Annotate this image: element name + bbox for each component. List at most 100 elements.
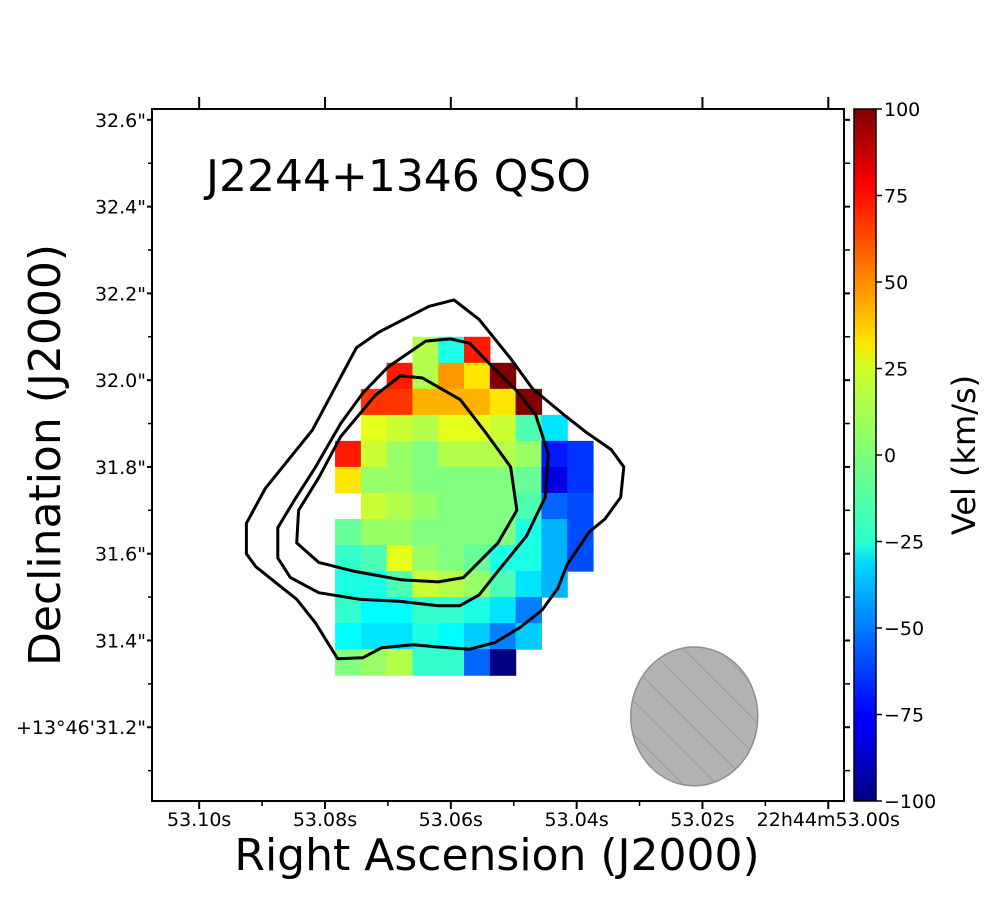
heatmap-cell — [412, 571, 439, 598]
heatmap-cell — [412, 518, 439, 546]
heatmap-cell — [386, 518, 414, 546]
beam-ellipse — [629, 646, 759, 787]
heatmap-cell — [464, 492, 491, 520]
heatmap-cell — [489, 388, 517, 416]
heatmap-cell — [438, 571, 465, 598]
x-tick-label: 22h44m53.00s — [757, 809, 900, 831]
heatmap-cell — [335, 466, 362, 494]
heatmap-cell — [438, 362, 465, 390]
plot-title: J2244+1346 QSO — [203, 151, 591, 202]
heatmap-cell — [412, 440, 439, 468]
heatmap-cell — [438, 649, 465, 676]
y-tick-label: 32.6" — [95, 110, 146, 132]
colorbar-tick-label: 0 — [884, 445, 896, 467]
colorbar-tick-label: 100 — [884, 99, 920, 121]
heatmap-cell — [541, 545, 568, 572]
heatmap-cell — [464, 362, 491, 390]
heatmap-cell — [438, 518, 465, 546]
colorbar-tick-label: −100 — [884, 791, 936, 813]
colorbar-tick-label: 25 — [884, 359, 908, 381]
heatmap-cell — [386, 440, 414, 468]
heatmap-cell — [515, 492, 543, 520]
y-axis-title: Declination (J2000) — [20, 244, 71, 666]
colorbar — [853, 108, 877, 802]
heatmap-cell — [335, 440, 362, 468]
heatmap-cell — [489, 414, 517, 442]
heatmap-cell — [515, 545, 543, 572]
heatmap-cell — [515, 466, 543, 494]
velocity-heatmap — [335, 336, 594, 676]
heatmap-cell — [438, 414, 465, 442]
y-tick-label: 32.4" — [95, 197, 146, 219]
heatmap-cell — [360, 518, 388, 546]
heatmap-cell — [438, 545, 465, 572]
axis-ticks: 53.10s 53.08s 53.06s 53.04s 53.02s 22h44m53.0… — [16, 97, 900, 831]
x-tick-label: 53.04s — [544, 809, 608, 831]
colorbar-ticks: 100 75 50 25 0 −25 −50 −75 −100 — [876, 99, 936, 813]
colorbar-tick-label: −75 — [884, 705, 924, 727]
y-tick-label: 32.2" — [95, 283, 146, 305]
heatmap-cell — [335, 597, 362, 624]
y-tick-label: +13°46'31.2" — [16, 717, 146, 739]
heatmap-cell — [386, 571, 414, 598]
heatmap-cell — [412, 414, 439, 442]
heatmap-cell — [489, 492, 517, 520]
colorbar-tick-label: 75 — [884, 186, 908, 208]
heatmap-cell — [360, 466, 388, 494]
heatmap-cell — [438, 623, 465, 650]
heatmap-cell — [464, 649, 491, 676]
heatmap-cell — [360, 440, 388, 468]
contour-inner — [295, 374, 519, 584]
y-tick-label: 32.0" — [95, 370, 146, 392]
heatmap-cell — [464, 440, 491, 468]
x-tick-label: 53.08s — [293, 809, 357, 831]
heatmap-cell — [438, 440, 465, 468]
heatmap-cell — [386, 492, 414, 520]
heatmap-cell — [335, 518, 362, 546]
contour-outer — [244, 298, 626, 661]
x-tick-label: 53.10s — [167, 809, 231, 831]
colorbar-tick-label: 50 — [884, 272, 908, 294]
heatmap-cell — [515, 440, 543, 468]
heatmap-cell — [412, 649, 439, 676]
heatmap-cell — [567, 492, 594, 520]
heatmap-cell — [567, 466, 594, 494]
heatmap-cell — [412, 492, 439, 520]
heatmap-cell — [360, 492, 388, 520]
heatmap-cell — [360, 623, 388, 650]
y-tick-label: 31.6" — [95, 544, 146, 566]
heatmap-cell — [464, 545, 491, 572]
heatmap-cell — [567, 440, 594, 468]
heatmap-cell — [360, 545, 388, 572]
heatmap-cell — [386, 649, 414, 676]
heatmap-cell — [386, 466, 414, 494]
heatmap-cell — [386, 545, 414, 572]
heatmap-cell — [541, 414, 568, 442]
heatmap-cell — [386, 388, 414, 416]
heatmap-cell — [489, 597, 517, 624]
colorbar-tick-label: −25 — [884, 532, 924, 554]
x-axis-title: Right Ascension (J2000) — [234, 830, 759, 881]
heatmap-cell — [360, 649, 388, 676]
contour-middle — [276, 337, 550, 608]
heatmap-cell — [515, 571, 543, 598]
heatmap-cell — [360, 414, 388, 442]
colorbar-label: Vel (km/s) — [945, 375, 983, 535]
colorbar-tick-label: −50 — [884, 618, 924, 640]
heatmap-cell — [412, 545, 439, 572]
heatmap-cell — [412, 388, 439, 416]
heatmap-cell — [438, 492, 465, 520]
plot-frame — [151, 108, 845, 802]
heatmap-cell — [412, 597, 439, 624]
heatmap-cell — [335, 623, 362, 650]
heatmap-cell — [360, 388, 388, 416]
heatmap-cell — [464, 466, 491, 494]
heatmap-cell — [541, 518, 568, 546]
heatmap-cell — [386, 414, 414, 442]
x-tick-label: 53.06s — [419, 809, 483, 831]
x-tick-label: 53.02s — [670, 809, 734, 831]
heatmap-cell — [335, 571, 362, 598]
heatmap-cell — [412, 466, 439, 494]
heatmap-cell — [438, 597, 465, 624]
